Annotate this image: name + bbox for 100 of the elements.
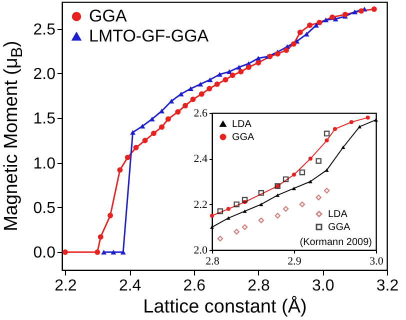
y-tick-label: 2.5 bbox=[33, 21, 56, 38]
point bbox=[341, 146, 346, 149]
point bbox=[324, 130, 330, 136]
y-tick-label: 0.0 bbox=[33, 244, 56, 262]
point bbox=[159, 108, 164, 114]
point bbox=[238, 68, 244, 74]
point bbox=[117, 167, 123, 173]
point bbox=[358, 8, 364, 14]
x-tick-label: 2.8 bbox=[206, 256, 220, 268]
point bbox=[140, 124, 146, 129]
point bbox=[210, 214, 214, 218]
point bbox=[274, 51, 280, 57]
point bbox=[165, 116, 171, 122]
point bbox=[242, 224, 248, 230]
point bbox=[188, 86, 194, 92]
y-tick-label: 2.4 bbox=[194, 153, 208, 166]
point bbox=[210, 225, 214, 229]
point bbox=[182, 102, 188, 108]
point bbox=[374, 118, 378, 122]
point bbox=[324, 168, 329, 172]
y-tick-label: 2.6 bbox=[194, 108, 208, 120]
point bbox=[256, 60, 262, 66]
point bbox=[62, 249, 68, 255]
x-axis-title: Lattice constant (Å) bbox=[143, 296, 307, 318]
point bbox=[276, 193, 280, 197]
point bbox=[217, 236, 224, 242]
point bbox=[175, 109, 181, 115]
point bbox=[150, 130, 156, 136]
point bbox=[299, 201, 306, 208]
x-tick-label: 2.2 bbox=[54, 278, 77, 294]
point bbox=[316, 20, 322, 26]
point bbox=[226, 216, 230, 220]
point bbox=[206, 86, 212, 92]
point bbox=[234, 228, 240, 235]
point bbox=[142, 138, 148, 144]
point bbox=[323, 17, 329, 22]
point bbox=[108, 212, 114, 218]
point bbox=[371, 6, 377, 12]
point bbox=[159, 124, 164, 130]
point bbox=[290, 41, 296, 47]
x-tick-label: 2.4 bbox=[118, 278, 142, 294]
point bbox=[349, 120, 354, 124]
point bbox=[168, 98, 174, 104]
point bbox=[308, 156, 312, 161]
legend-label: GGA bbox=[232, 132, 255, 143]
point bbox=[333, 126, 337, 131]
point bbox=[230, 72, 236, 78]
y-tick-label: 2.0 bbox=[33, 66, 56, 83]
point bbox=[352, 9, 358, 14]
point bbox=[216, 72, 222, 77]
y-tick-label: 0.5 bbox=[33, 200, 56, 217]
point bbox=[358, 124, 362, 128]
point bbox=[242, 209, 247, 213]
point bbox=[124, 154, 130, 160]
point bbox=[284, 48, 290, 53]
point bbox=[366, 116, 370, 120]
legend-label: LMTO-GF-GGA bbox=[89, 26, 210, 46]
y-tick-label: 2.2 bbox=[194, 198, 208, 211]
point bbox=[190, 96, 196, 102]
point bbox=[133, 144, 139, 150]
point bbox=[292, 186, 296, 190]
point bbox=[226, 206, 230, 211]
point bbox=[316, 158, 322, 164]
point bbox=[282, 176, 289, 182]
y-tick-label: 1.0 bbox=[33, 155, 56, 172]
annotation: (Kormann 2009) bbox=[300, 237, 372, 248]
point bbox=[101, 250, 107, 255]
y-tick-label: 1.5 bbox=[33, 110, 56, 128]
point bbox=[242, 196, 248, 203]
point bbox=[198, 91, 204, 97]
y-tick-label: 2.0 bbox=[194, 244, 208, 256]
point bbox=[282, 206, 289, 212]
point bbox=[332, 16, 338, 22]
point bbox=[258, 190, 264, 196]
point bbox=[198, 82, 204, 87]
point bbox=[258, 217, 264, 224]
x-tick-label: 2.9 bbox=[288, 256, 302, 268]
point bbox=[120, 250, 126, 255]
legend-label: LDA bbox=[232, 119, 252, 130]
point bbox=[292, 172, 296, 177]
point bbox=[324, 138, 329, 142]
point bbox=[130, 130, 136, 135]
legend-label: GGA bbox=[328, 222, 351, 233]
point bbox=[297, 30, 303, 36]
legend-label: GGA bbox=[89, 6, 128, 26]
point bbox=[246, 64, 252, 70]
x-tick-label: 3.2 bbox=[376, 278, 399, 294]
x-tick-label: 3.0 bbox=[370, 256, 384, 268]
point bbox=[98, 234, 104, 240]
point bbox=[214, 81, 220, 87]
point bbox=[217, 208, 224, 214]
point bbox=[259, 202, 264, 206]
point bbox=[316, 194, 322, 200]
point bbox=[299, 169, 306, 176]
legend-label: LDA bbox=[328, 209, 348, 220]
point bbox=[207, 77, 213, 82]
point bbox=[222, 76, 228, 82]
point bbox=[94, 249, 100, 255]
point bbox=[330, 14, 336, 20]
x-tick-label: 2.8 bbox=[248, 278, 270, 294]
